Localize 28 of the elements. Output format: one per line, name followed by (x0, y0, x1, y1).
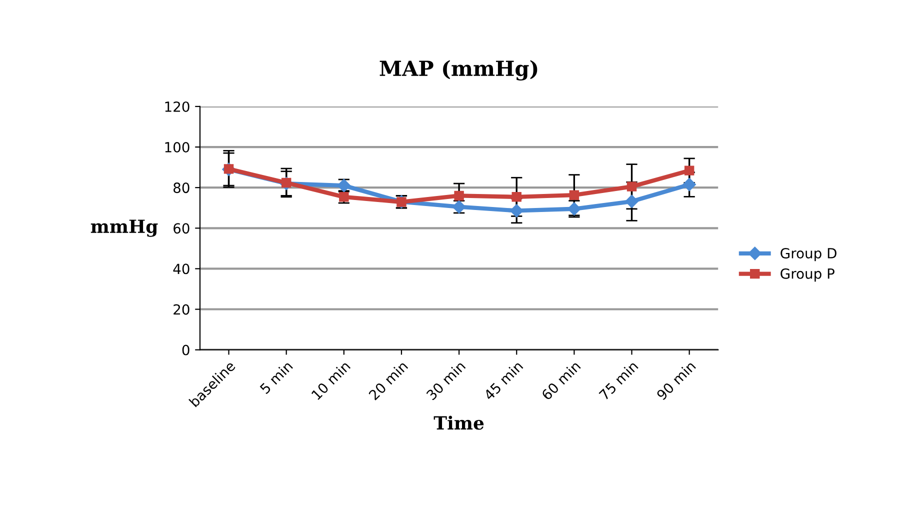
point (454, 190, 464, 201)
y-tick-label: 100 (165, 142, 190, 153)
x-tick-label: 75 min (598, 360, 639, 400)
x-tick-label: 20 min (368, 360, 408, 401)
y-tick-label: 120 (165, 101, 190, 112)
point (625, 194, 638, 208)
x-tick-label: 30 min (426, 360, 466, 401)
y-tick-label: 20 (174, 304, 190, 315)
point (684, 166, 694, 176)
y-tick-label: 0 (182, 344, 190, 356)
point (626, 182, 637, 192)
x-tick-label: 5 min (259, 360, 294, 394)
x-tick-label: 45 min (482, 360, 524, 401)
chart-title: MAP (mmHg) (380, 60, 538, 81)
y-tick-label: 60 (174, 223, 190, 234)
point (512, 192, 522, 202)
point (569, 190, 580, 200)
x-axis-title: Time (434, 416, 484, 430)
x-tick-label: 90 min (656, 360, 696, 401)
x-tick-label: 10 min (310, 360, 351, 400)
y-tick-label: 80 (174, 182, 190, 194)
y-axis-title: mmHg (90, 220, 158, 237)
legend-label: Group P (780, 268, 834, 282)
legend-label: Group D (780, 248, 836, 262)
point (510, 204, 524, 218)
y-tick-label: 40 (173, 264, 190, 274)
x-tick-label: 60 min (540, 360, 581, 401)
point (682, 178, 696, 192)
